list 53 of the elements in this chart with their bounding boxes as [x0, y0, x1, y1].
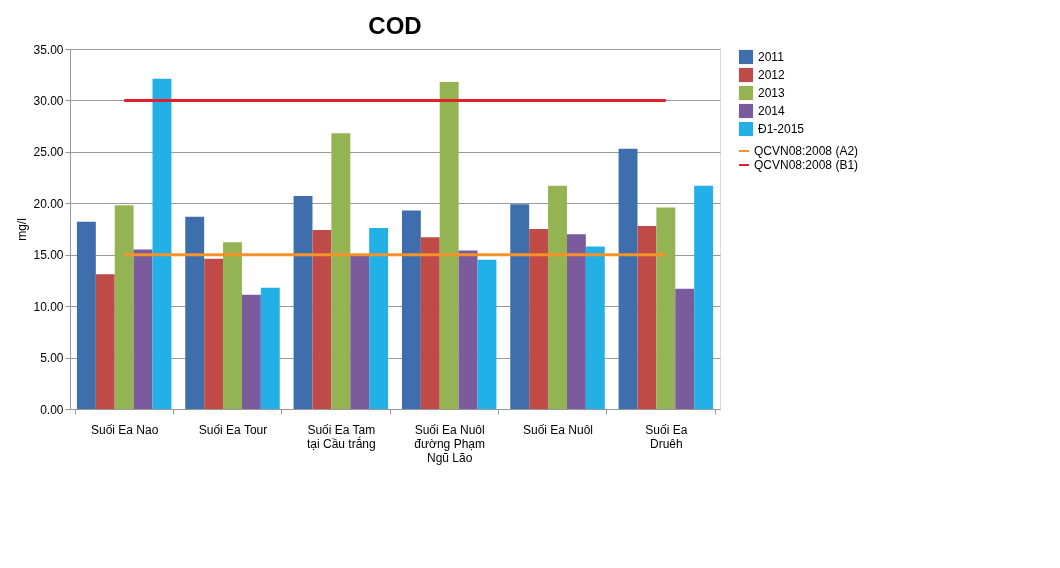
y-tick-label: 0.00	[40, 402, 64, 417]
x-tick-label: Suối Ea Nuôl đường Phạm Ngũ Lão	[414, 422, 485, 465]
bar	[350, 255, 370, 409]
y-axis-title: mg/l	[15, 218, 30, 241]
y-tick-label: 25.00	[33, 145, 64, 160]
bar	[241, 294, 261, 409]
bar	[529, 229, 549, 409]
y-tick-label: 20.00	[33, 196, 64, 211]
legend-label: QCVN08:2008 (B1)	[754, 158, 859, 172]
x-tick-label: Suối Ea Nao	[90, 422, 159, 437]
bar	[656, 207, 676, 409]
bar	[585, 246, 605, 409]
x-tick-label: Suối Ea Tour	[198, 422, 268, 437]
legend-label: 2014	[758, 104, 786, 118]
y-tick-label: 30.00	[33, 93, 64, 108]
bar	[420, 237, 440, 409]
bar	[76, 221, 96, 409]
bar	[293, 196, 313, 409]
bar	[369, 227, 389, 409]
bar	[694, 185, 714, 409]
bar	[204, 258, 224, 409]
bar	[114, 205, 134, 409]
bar	[548, 185, 567, 409]
bar	[510, 204, 530, 409]
bar	[566, 234, 586, 409]
bar	[637, 225, 657, 409]
legend-label: 2012	[758, 68, 786, 82]
bar	[401, 210, 421, 409]
bar	[618, 148, 638, 409]
bar	[152, 78, 172, 409]
x-tick-label: Suối Ea Tam tại Cầu trắng	[306, 422, 376, 451]
bar	[312, 230, 332, 409]
y-tick-label: 15.00	[33, 248, 64, 263]
chart-title: COD	[368, 12, 422, 39]
bar	[458, 250, 478, 409]
bar	[477, 259, 497, 409]
bar	[95, 274, 115, 409]
x-tick-label: Suối Ea Druêh	[645, 422, 688, 451]
bar	[185, 216, 205, 409]
bar	[133, 249, 153, 409]
legend-label: Đ1-2015	[758, 122, 805, 136]
bar	[260, 287, 280, 409]
y-tick-label: 10.00	[33, 299, 64, 314]
y-tick-label: 5.00	[40, 351, 64, 366]
bar	[223, 242, 242, 409]
bar	[331, 133, 351, 409]
legend-label: 2013	[758, 86, 786, 100]
x-tick-label: Suối Ea Nuôl	[522, 422, 594, 437]
legend-label: 2011	[758, 50, 785, 64]
y-tick-label: 35.00	[33, 42, 64, 57]
legend-label: QCVN08:2008 (A2)	[754, 144, 859, 158]
bar	[675, 288, 695, 409]
bar	[439, 81, 459, 409]
